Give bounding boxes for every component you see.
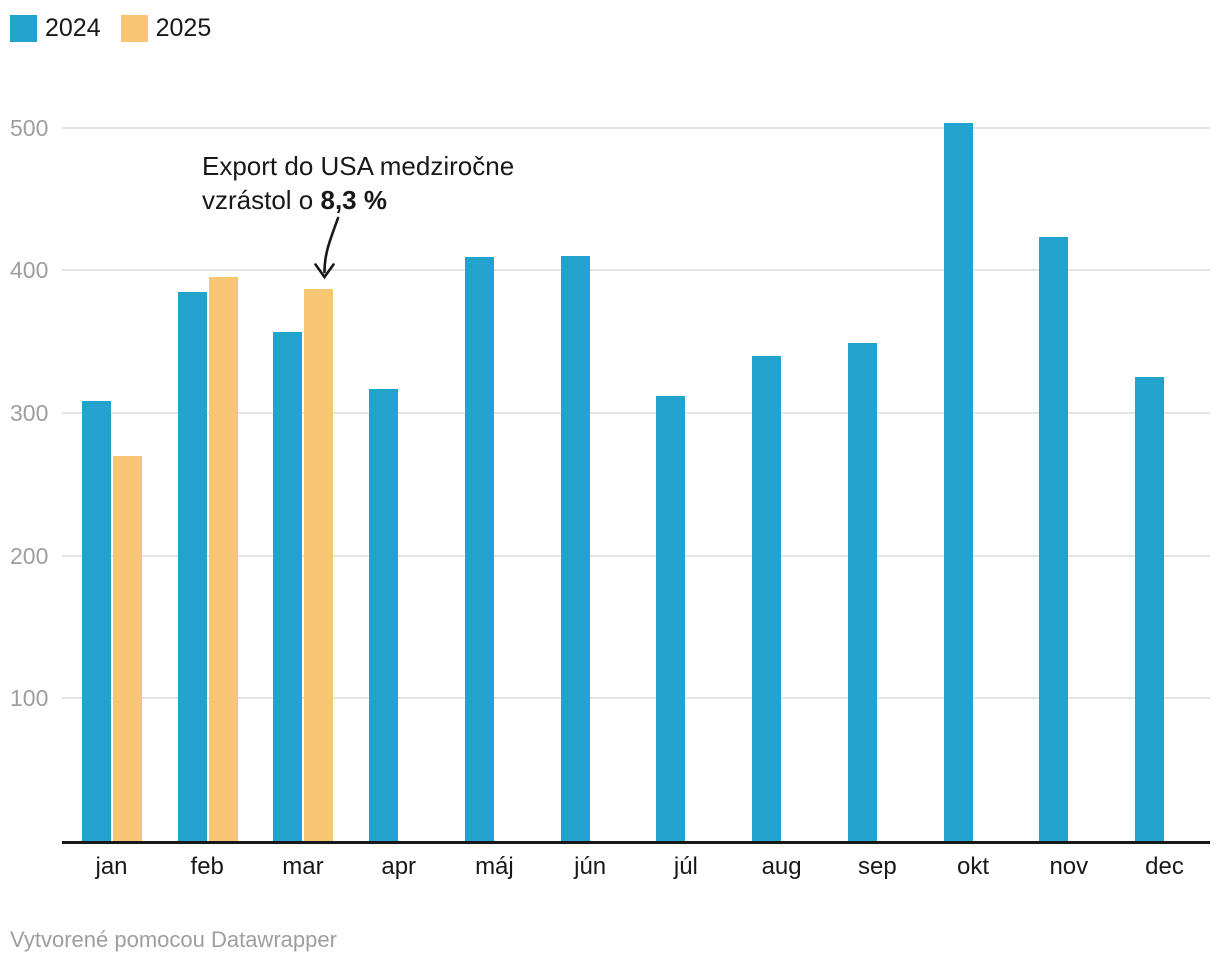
x-axis-label-jún: jún (574, 853, 607, 880)
y-axis-label-300: 300 (10, 399, 49, 426)
x-axis-line (62, 841, 1210, 844)
legend-swatch-2024-icon (10, 15, 37, 42)
bar-2024-jún (560, 255, 590, 841)
gridline-300 (62, 411, 1210, 414)
chart-annotation: Export do USA medziročne vzrástol o 8,3 … (202, 149, 514, 217)
y-axis-label-200: 200 (10, 542, 49, 569)
y-axis-label-100: 100 (10, 685, 49, 712)
x-axis-label-mar: mar (282, 853, 324, 880)
y-axis-label-500: 500 (10, 114, 49, 141)
y-axis-label-400: 400 (10, 257, 49, 284)
bar-2025-mar (304, 288, 334, 841)
bar-2024-máj (464, 257, 494, 841)
x-axis-label-máj: máj (475, 853, 514, 880)
x-axis-label-jan: jan (95, 853, 128, 880)
x-axis-label-sep: sep (857, 853, 897, 880)
bar-2025-jan (113, 455, 142, 841)
curved-down-arrow-icon (314, 216, 340, 280)
x-axis-label-aug: aug (761, 853, 802, 880)
legend-item-2024: 2024 (10, 14, 101, 43)
bar-2024-nov (1039, 237, 1069, 841)
bar-2024-aug (752, 355, 782, 841)
legend-item-2025: 2025 (120, 14, 212, 43)
bar-2024-dec (1135, 377, 1165, 841)
annotation-line2-prefix: vzrástol o (202, 185, 321, 215)
bar-2024-jan (82, 401, 111, 841)
legend-label-2025: 2025 (155, 14, 212, 42)
legend-label-2024: 2024 (45, 14, 101, 42)
legend: 2024 2025 (10, 14, 211, 43)
gridline-500 (62, 126, 1210, 129)
bar-2024-okt (943, 123, 973, 841)
bar-2025-feb (208, 277, 238, 841)
attribution-link[interactable]: Vytvorené pomocou Datawrapper (10, 927, 337, 952)
annotation-line1: Export do USA medziročne (202, 151, 515, 181)
x-axis-label-júl: júl (673, 853, 698, 880)
bar-2024-sep (847, 342, 877, 841)
bar-2024-mar (273, 331, 303, 841)
x-axis-label-okt: okt (957, 853, 990, 880)
x-axis-label-apr: apr (381, 853, 417, 880)
gridline-100 (62, 697, 1210, 700)
x-axis-label-dec: dec (1145, 853, 1184, 880)
x-axis-label-feb: feb (190, 853, 224, 880)
bar-2024-feb (177, 291, 207, 841)
bar-2024-apr (369, 388, 399, 841)
legend-swatch-2025-icon (120, 15, 148, 42)
gridline-200 (62, 554, 1210, 557)
x-axis-label-nov: nov (1049, 853, 1089, 880)
annotation-value: 8,3 % (320, 185, 388, 215)
gridline-400 (62, 269, 1210, 272)
bar-2024-júl (656, 395, 686, 841)
